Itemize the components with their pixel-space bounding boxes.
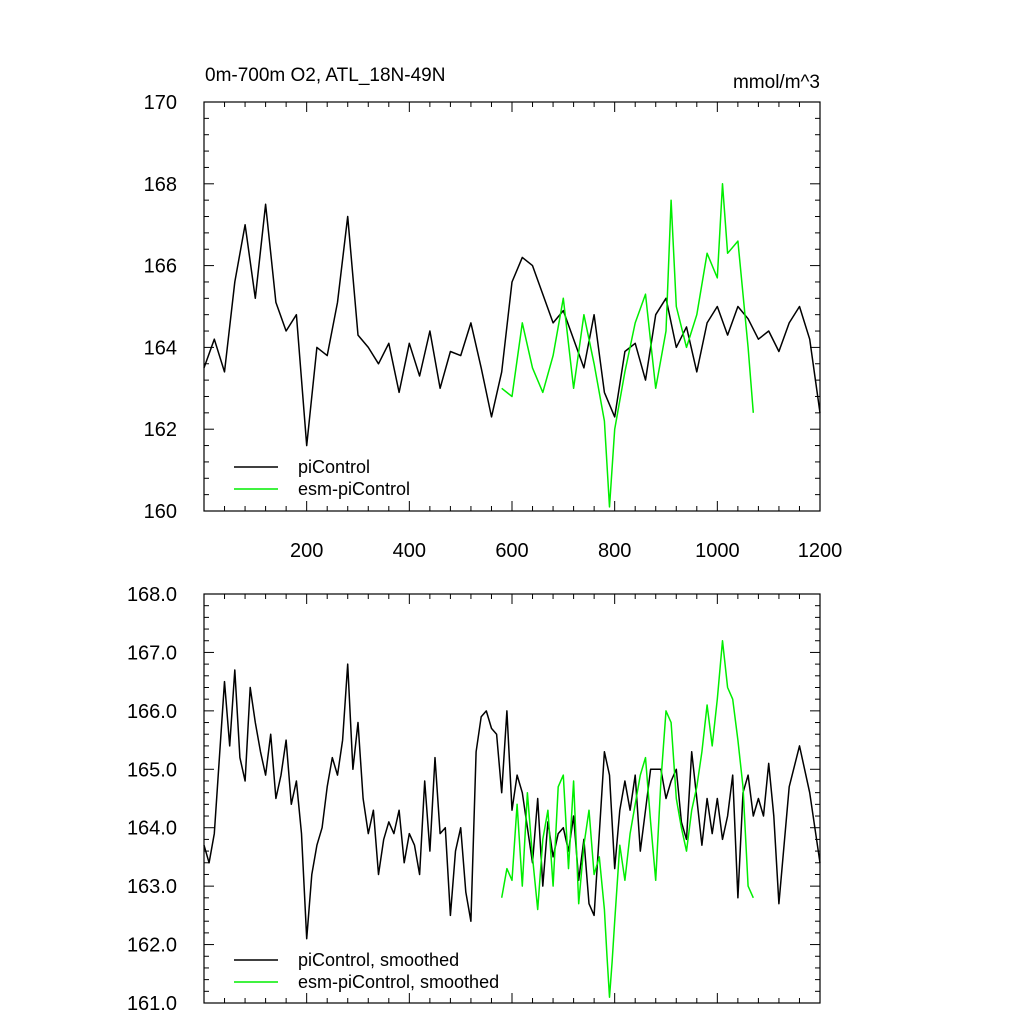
top-chart-units: mmol/m^3 [733, 72, 820, 93]
bottom-legend: piControl, smoothed esm-piControl, smoot… [234, 950, 499, 992]
bottom-y-tick-label: 167.0 [127, 642, 177, 664]
bottom-y-tick-label: 166.0 [127, 701, 177, 723]
bottom-legend-label-esm-picontrol: esm-piControl, smoothed [298, 972, 499, 992]
bottom-y-tick-label: 165.0 [127, 759, 177, 781]
top-series-esm-picontrol [501, 183, 755, 508]
top-x-tick-label: 400 [393, 540, 426, 562]
top-x-tick-label: 200 [290, 540, 323, 562]
bottom-legend-label-picontrol: piControl, smoothed [298, 950, 459, 970]
top-series-group [203, 183, 821, 508]
top-series-picontrol [203, 203, 821, 447]
top-x-tick-label: 1200 [798, 540, 843, 562]
top-y-tick-label: 162 [144, 419, 177, 441]
bottom-series-esm-picontrol-smoothed [500, 639, 754, 998]
top-y-tick-label: 164 [144, 337, 177, 359]
top-legend: piControl esm-piControl [234, 457, 410, 499]
top-y-tick-label: 168 [144, 174, 177, 196]
top-panel: 0m-700m O2, ATL_18N-49N mmol/m^3 200 400 6… [144, 65, 843, 562]
bottom-plot-frame [203, 593, 821, 1004]
top-axis-ticks: 200 400 600 800 1000 1200 160 162 164 166 168 170 [144, 92, 843, 562]
top-x-tick-label: 600 [495, 540, 528, 562]
bottom-y-tick-label: 168.0 [127, 584, 177, 606]
top-y-tick-label: 170 [144, 92, 177, 114]
bottom-series-picontrol-smoothed [203, 663, 821, 940]
top-legend-label-esm-picontrol: esm-piControl [298, 479, 410, 499]
top-y-tick-label: 160 [144, 501, 177, 523]
top-plot-frame [203, 101, 821, 512]
top-chart-title: 0m-700m O2, ATL_18N-49N [205, 65, 445, 86]
bottom-y-tick-label: 163.0 [127, 876, 177, 898]
bottom-panel: 161.0 162.0 163.0 164.0 165.0 166.0 167.0 168.0… [127, 584, 821, 1015]
top-legend-label-picontrol: piControl [298, 457, 370, 477]
top-y-tick-label: 166 [144, 256, 177, 278]
bottom-y-tick-label: 164.0 [127, 818, 177, 840]
bottom-y-tick-label: 162.0 [127, 935, 177, 957]
top-x-tick-label: 800 [598, 540, 631, 562]
top-x-tick-label: 1000 [695, 540, 740, 562]
bottom-y-tick-label: 161.0 [127, 993, 177, 1015]
bottom-axis-ticks: 161.0 162.0 163.0 164.0 165.0 166.0 167.0 168.0 [127, 584, 821, 1015]
bottom-series-group [203, 639, 821, 998]
